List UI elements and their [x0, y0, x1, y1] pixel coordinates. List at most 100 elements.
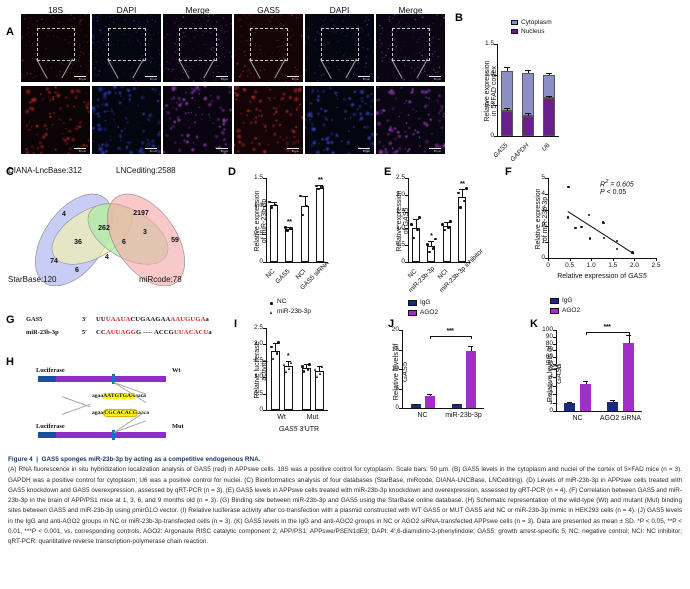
panel-i-datapoint: [289, 360, 292, 364]
panel-h-promoter-wt: [38, 376, 56, 382]
panel-k-legend-label-0: IgG: [562, 297, 573, 304]
panel-f-xtick: [634, 258, 636, 261]
panel-f-p-value: P < 0.05: [600, 189, 627, 196]
panel-h-luciferase-label-wt: Luciferase: [36, 367, 65, 374]
panel-k-ytick-lower: [553, 411, 556, 412]
panel-i-datapoint: [288, 366, 291, 370]
panel-k-errorcap-0-1: [583, 380, 588, 382]
panel-b-legend-swatch-0: [511, 20, 518, 25]
panel-j-legend-swatch-0: [408, 300, 417, 306]
panel-k-ytick-label-upper: 80: [545, 339, 553, 347]
panelD-ytick: [263, 206, 266, 207]
panel-i-errorcap-1-0: [303, 364, 309, 366]
panelE-errorbar-2: [446, 222, 448, 227]
panel-k-ytick-label-lower: 3: [549, 381, 553, 389]
panel-b-chart: Relative expression in 5×FAD cortex 0 0.5 1.…: [455, 10, 575, 163]
panel-h-mut-sequence: agaaCGCACACGaaca: [92, 409, 150, 417]
panel-k-significance-line: [585, 332, 629, 333]
panel-e-chart: Relative expression of GAS5 0 0.5 1.0 1.5 2.0 2…: [360, 162, 490, 294]
panel-f-datapoint-2: [574, 226, 577, 230]
panel-f-ytick-label: 4: [541, 190, 545, 197]
panelE-ytick-label: 2.5: [395, 174, 405, 181]
zoom-region-box: [108, 28, 146, 61]
panel-j-ytick: [399, 330, 402, 331]
panel-i-xtick-0: Wt: [277, 414, 286, 421]
panelD-datapoint: [305, 204, 309, 208]
panelD-errorcap-3: [317, 185, 324, 187]
panel-b-bar-nucleus-U6: [542, 97, 555, 136]
panel-k-bar-0-1: [580, 384, 591, 411]
panel-k-ytick-label-lower: 0: [549, 407, 553, 414]
panelE-datapoint: [441, 223, 445, 226]
panel-j-label: J: [388, 318, 395, 330]
venn-count-2197: 2197: [133, 210, 149, 217]
panel-b-ytick: [494, 136, 497, 137]
micrograph-r0-c0: 50 µm: [21, 14, 90, 82]
panelD-errorbar-3: [320, 185, 322, 188]
panel-i-legend-marker-nc: [270, 302, 273, 305]
panel-f-ytick: [545, 210, 548, 211]
panelE-ytick: [405, 211, 408, 213]
panel-f-label: F: [505, 166, 512, 178]
panel-f-datapoint-7: [602, 221, 606, 225]
panel-k-ytick-upper: [553, 357, 556, 359]
panel-b-legend-label-0: Cytoplasm: [521, 19, 552, 26]
panel-k-ytick-label-lower: 4: [549, 373, 553, 381]
panel-j-legend-label-1: AGO2: [420, 309, 439, 316]
panel-i-ytick-label: 1.5: [253, 356, 263, 364]
panelD-datapoint: [301, 213, 305, 217]
panelE-ytick-label: 1.5: [395, 207, 405, 215]
panel-f-ytick-label: 3: [541, 206, 545, 213]
panelD-bar-3: [316, 187, 325, 262]
panel-d-label: D: [228, 166, 236, 178]
panel-j-chart: Relative levels of GAS5 0 5 10 15 20 NC miR-23b-…: [352, 292, 492, 448]
fluorescence-signal: [376, 86, 445, 154]
panel-i-ytick: [263, 377, 266, 379]
panel-f-xtick-label: 2.5: [651, 262, 661, 269]
scale-bar-label: 50 µm: [220, 150, 228, 153]
panel-b-ytick: [494, 44, 497, 45]
panelE-errorbar-1: [431, 240, 433, 247]
panel-i-datapoint: [302, 370, 306, 373]
panel-k-significance-tick-l: [585, 332, 587, 335]
panel-i-ytick-label: 2.5: [253, 324, 263, 331]
panel-i-errorbar-0-0: [275, 343, 276, 351]
panel-k-ytick-lower: [553, 385, 556, 387]
panelE-ytick-label: 0: [401, 258, 405, 265]
zoom-region-box: [321, 28, 359, 61]
panel-k-ytick-label-upper: 100: [542, 326, 553, 333]
scale-bar: [74, 147, 86, 149]
panelD-x-axis: [266, 262, 328, 264]
panelE-datapoint: [449, 220, 453, 223]
panelD-datapoint: [274, 203, 278, 207]
scale-bar-label: 50 µm: [433, 78, 441, 81]
panel-f-ytick: [545, 194, 548, 195]
panelD-errorcap-1: [286, 226, 293, 228]
panel-j-errorcap-0-1: [427, 393, 432, 395]
panelE-errorcap-2: [443, 222, 450, 224]
panel-j-errorcap-1-0: [454, 403, 459, 405]
panel-i-errorcap-0-0: [272, 343, 278, 345]
panelD-y-axis: [266, 178, 268, 262]
venn-count-4: 4: [105, 254, 109, 261]
panel-f-xtick: [569, 258, 571, 261]
panel-f-ytick-label: 1: [541, 238, 545, 245]
panelE-bar-3: [458, 197, 467, 262]
panel-k-bar-0-0: [564, 402, 575, 411]
panelD-bar-1: [285, 228, 294, 262]
panel-k-ytick-label-upper: 50: [545, 360, 553, 367]
panel-k-ytick-label-upper: 60: [545, 353, 553, 361]
micrograph-r1-c1: 50 µm: [92, 86, 161, 154]
panelD-datapoint: [289, 227, 293, 230]
panel-k-bar-upper-1-1: [623, 342, 634, 369]
panel-f-ytick: [545, 178, 548, 179]
figure-title: GAS5 sponges miR-23b-3p by acting as a c…: [41, 456, 261, 463]
scale-bar-label: 50 µm: [362, 78, 370, 81]
panelE-datapoint: [410, 223, 414, 226]
panel-k-errorcap-1-0: [610, 400, 615, 402]
panel-k-ytick-upper: [553, 350, 556, 352]
panelE-errorbar-0: [415, 218, 417, 228]
fluorescence-signal: [163, 14, 232, 82]
panel-a-title-1: DAPI: [116, 5, 137, 15]
panel-i-errorbar-1-0: [306, 364, 307, 368]
